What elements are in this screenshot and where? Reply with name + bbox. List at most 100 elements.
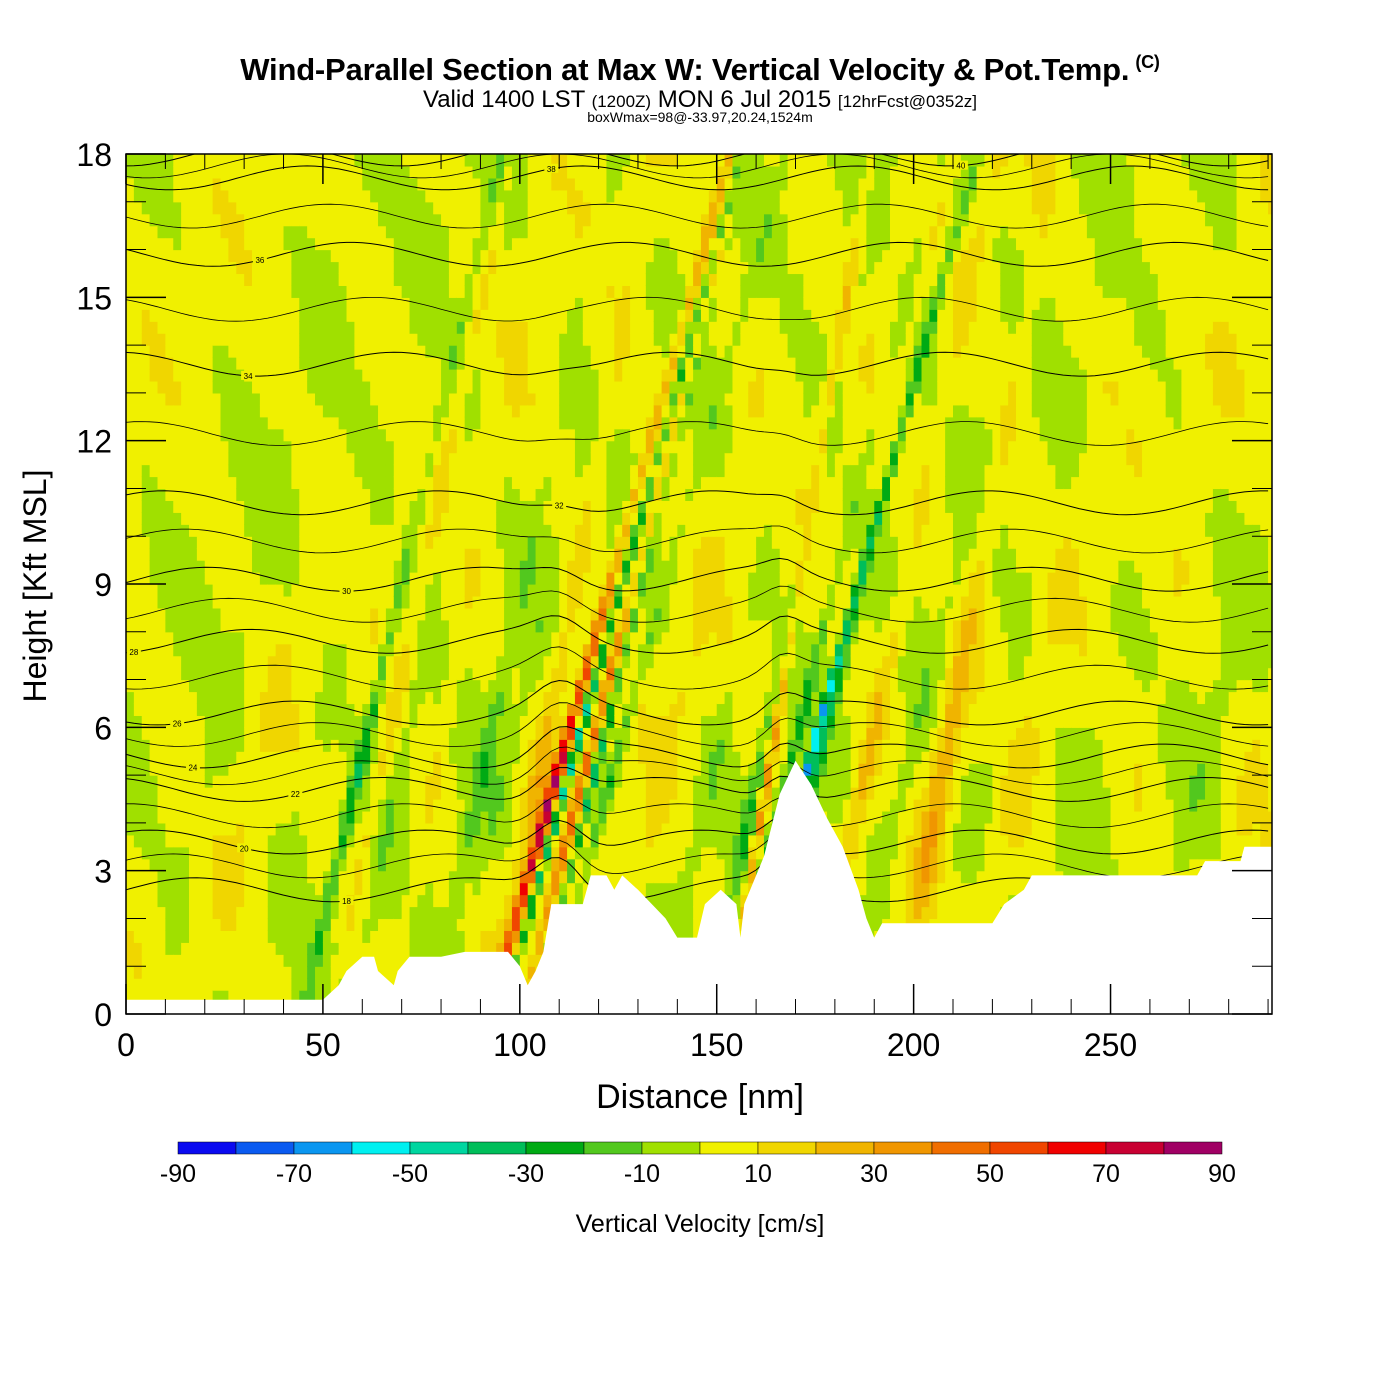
velocity-cell bbox=[543, 404, 552, 418]
velocity-cell bbox=[362, 309, 371, 322]
velocity-cell bbox=[425, 249, 434, 263]
velocity-cell bbox=[496, 500, 505, 513]
velocity-cell bbox=[472, 619, 482, 633]
velocity-cell bbox=[417, 309, 426, 322]
velocity-cell bbox=[464, 500, 474, 513]
velocity-cell bbox=[456, 918, 466, 931]
velocity-cell bbox=[275, 739, 285, 752]
velocity-cell bbox=[401, 321, 411, 334]
velocity-cell bbox=[488, 333, 497, 346]
velocity-cell bbox=[322, 607, 332, 621]
velocity-cell bbox=[606, 273, 615, 286]
velocity-cell bbox=[448, 357, 458, 370]
velocity-cell bbox=[354, 882, 363, 896]
velocity-cell bbox=[448, 177, 458, 191]
velocity-cell bbox=[559, 822, 568, 836]
velocity-cell bbox=[409, 380, 419, 394]
velocity-cell bbox=[614, 225, 623, 239]
velocity-cell bbox=[244, 225, 253, 239]
velocity-cell bbox=[496, 775, 505, 788]
velocity-cell bbox=[252, 165, 261, 179]
valid-time-line: Valid 1400 LST (1200Z) MON 6 Jul 2015 [1… bbox=[0, 86, 1400, 114]
velocity-cell bbox=[307, 225, 316, 239]
velocity-cell bbox=[149, 333, 159, 346]
velocity-cell bbox=[165, 548, 174, 561]
velocity-cell bbox=[630, 357, 639, 370]
velocity-cell bbox=[393, 942, 403, 955]
velocity-cell bbox=[370, 177, 379, 191]
velocity-cell bbox=[472, 548, 482, 561]
velocity-cell bbox=[543, 560, 552, 573]
velocity-cell bbox=[330, 357, 340, 370]
velocity-cell bbox=[464, 201, 474, 215]
velocity-cell bbox=[488, 858, 497, 872]
velocity-cell bbox=[291, 249, 300, 263]
velocity-cell bbox=[511, 679, 521, 693]
velocity-cell bbox=[409, 810, 419, 824]
velocity-cell bbox=[315, 177, 324, 191]
velocity-cell bbox=[496, 751, 505, 764]
velocity-cell bbox=[204, 225, 214, 239]
velocity-cell bbox=[228, 810, 237, 824]
velocity-cell bbox=[425, 751, 434, 764]
velocity-cell bbox=[354, 727, 363, 740]
velocity-cell bbox=[535, 261, 545, 275]
velocity-cell bbox=[527, 464, 537, 478]
velocity-cell bbox=[448, 404, 458, 418]
velocity-cell bbox=[283, 607, 293, 621]
velocity-cell bbox=[385, 655, 395, 669]
velocity-cell bbox=[669, 799, 678, 812]
velocity-cell bbox=[598, 189, 608, 203]
velocity-cell bbox=[535, 548, 545, 561]
velocity-cell bbox=[401, 763, 411, 776]
velocity-cell bbox=[385, 918, 395, 931]
velocity-cell bbox=[346, 595, 356, 609]
velocity-cell bbox=[354, 918, 363, 931]
velocity-cell bbox=[543, 846, 552, 860]
velocity-cell bbox=[472, 631, 482, 645]
velocity-cell bbox=[661, 464, 671, 478]
velocity-cell bbox=[567, 751, 576, 764]
velocity-cell bbox=[567, 870, 576, 884]
velocity-cell bbox=[527, 799, 537, 812]
velocity-cell bbox=[315, 154, 324, 167]
velocity-cell bbox=[228, 369, 237, 382]
velocity-cell bbox=[370, 870, 379, 884]
velocity-cell bbox=[244, 775, 253, 788]
chart-title-main: Wind-Parallel Section at Max W: Vertical… bbox=[240, 52, 1130, 87]
velocity-cell bbox=[527, 476, 537, 490]
velocity-cell bbox=[464, 524, 474, 537]
velocity-cell bbox=[275, 595, 285, 609]
velocity-cell bbox=[133, 631, 143, 645]
velocity-cell bbox=[630, 464, 639, 478]
velocity-cell bbox=[417, 154, 426, 167]
velocity-cell bbox=[196, 512, 206, 525]
velocity-cell bbox=[653, 464, 663, 478]
velocity-cell bbox=[330, 667, 340, 681]
velocity-cell bbox=[488, 799, 497, 812]
velocity-cell bbox=[126, 536, 135, 549]
velocity-cell bbox=[401, 739, 411, 752]
velocity-cell bbox=[661, 607, 671, 621]
velocity-cell bbox=[653, 321, 663, 334]
velocity-cell bbox=[441, 237, 450, 251]
velocity-cell bbox=[236, 954, 245, 967]
velocity-cell bbox=[275, 165, 285, 179]
velocity-cell bbox=[307, 715, 316, 728]
velocity-cell bbox=[606, 297, 615, 310]
velocity-cell bbox=[378, 882, 387, 896]
velocity-cell bbox=[472, 392, 482, 406]
velocity-cell bbox=[220, 392, 229, 406]
velocity-cell bbox=[464, 918, 474, 931]
velocity-cell bbox=[567, 679, 576, 693]
velocity-cell bbox=[622, 787, 631, 800]
velocity-cell bbox=[267, 357, 277, 370]
velocity-cell bbox=[299, 882, 308, 896]
velocity-cell bbox=[291, 524, 300, 537]
velocity-cell bbox=[338, 703, 348, 716]
velocity-cell bbox=[456, 189, 466, 203]
velocity-cell bbox=[527, 882, 537, 896]
velocity-cell bbox=[535, 285, 545, 298]
velocity-cell bbox=[519, 392, 529, 406]
velocity-cell bbox=[173, 440, 182, 454]
